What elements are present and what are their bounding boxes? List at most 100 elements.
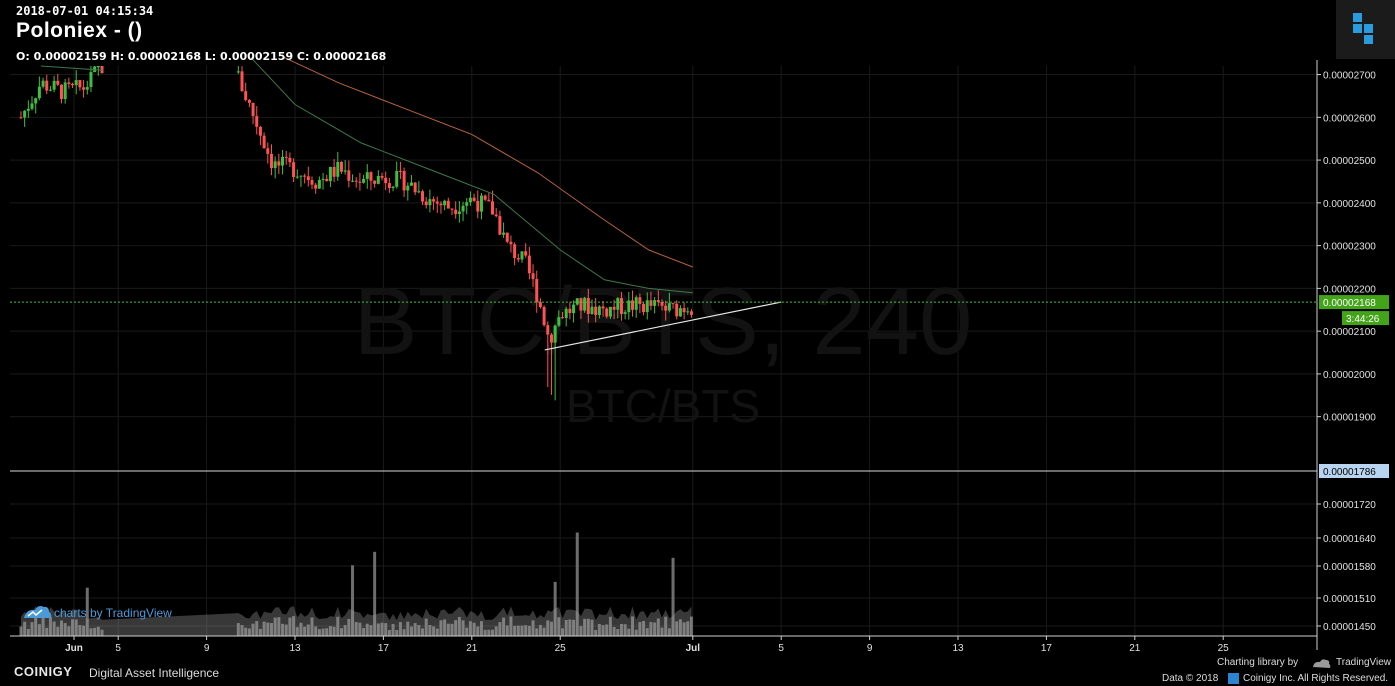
candle-body xyxy=(472,197,476,201)
volume-bar xyxy=(502,617,506,636)
time-tick-label: 21 xyxy=(1129,643,1141,654)
trendline[interactable] xyxy=(544,301,782,351)
coinigy-footer-icon xyxy=(1228,673,1239,684)
volume-bar xyxy=(26,628,30,636)
candle-body xyxy=(546,325,550,335)
volume-bar xyxy=(369,625,373,636)
tradingview-watermark[interactable]: charts by TradingView xyxy=(54,606,172,620)
volume-bar xyxy=(549,621,553,636)
volume-bar xyxy=(428,624,432,636)
candle-body xyxy=(627,300,631,313)
volume-bar xyxy=(645,628,649,636)
volume-bar xyxy=(85,587,89,636)
time-tick-label: 21 xyxy=(466,643,478,654)
candle-body xyxy=(660,301,664,306)
candle-body xyxy=(656,300,660,302)
volume-bar xyxy=(686,621,690,636)
candle-body xyxy=(63,82,67,99)
candle-body xyxy=(553,325,557,343)
time-axis-labels[interactable]: Jun 5 9 13 17 21 25 Jul 5 9 13 17 21 25 xyxy=(65,636,1229,654)
volume-bar xyxy=(255,621,259,636)
volume-bar xyxy=(391,623,395,636)
volume-bar xyxy=(564,620,568,636)
candle-body xyxy=(34,98,38,104)
volume-bar xyxy=(71,619,75,636)
data-copyright-label: Data © 2018 xyxy=(1162,673,1219,684)
last-price-badge xyxy=(1319,295,1389,310)
candle-body xyxy=(395,170,399,187)
crosshair-price-label: 0.00001786 xyxy=(1323,467,1376,478)
symbol-watermark: BTC/BTS, 240 xyxy=(354,268,973,375)
volume-bar xyxy=(67,626,71,636)
candle-body xyxy=(524,251,528,256)
time-tick-label: 13 xyxy=(289,643,301,654)
volume-bar xyxy=(78,624,82,636)
candle-body xyxy=(505,232,509,242)
slow-moving-average-line xyxy=(283,56,693,268)
candle-body xyxy=(413,182,417,193)
volume-bar xyxy=(325,628,329,636)
volume-bar xyxy=(365,623,369,636)
time-tick-label: 25 xyxy=(1218,643,1230,654)
volume-bar xyxy=(664,616,668,636)
crosshair-price-badge xyxy=(1319,464,1389,478)
volume-bar xyxy=(476,626,480,636)
candle-body xyxy=(619,298,623,314)
candle-body xyxy=(96,66,100,68)
volume-bar xyxy=(631,616,635,636)
price-tick-label: 0.00002700 xyxy=(1323,71,1376,82)
candle-body xyxy=(82,87,86,90)
candle-body xyxy=(303,175,307,177)
candle-body xyxy=(339,162,343,172)
volume-bar xyxy=(579,626,583,636)
volume-bar xyxy=(524,625,528,636)
price-tick-label: 0.00002100 xyxy=(1323,327,1376,338)
candle-body xyxy=(258,126,262,136)
price-tick-label: 0.00002300 xyxy=(1323,242,1376,253)
volume-bar xyxy=(612,626,616,636)
coinigy-brand[interactable]: COINIGY xyxy=(14,664,73,679)
candle-body xyxy=(67,82,71,85)
volume-bar xyxy=(491,629,495,636)
volume-bar xyxy=(435,628,439,636)
candle-body xyxy=(365,172,369,179)
candle-body xyxy=(568,308,572,314)
price-axis-labels[interactable]: 0.00002700 0.00002600 0.00002500 0.00002400… xyxy=(1317,71,1376,424)
volume-bar xyxy=(605,624,609,636)
volume-bar xyxy=(332,626,336,636)
volume-bar xyxy=(387,629,391,636)
volume-bar xyxy=(608,616,612,636)
volume-bar xyxy=(513,625,517,636)
axes xyxy=(10,60,1318,650)
volume-bar xyxy=(542,627,546,636)
volume-bar xyxy=(354,622,358,636)
tradingview-link[interactable]: TradingView xyxy=(1336,657,1392,668)
candle-body xyxy=(317,179,321,189)
candle-body xyxy=(653,300,657,306)
volume-bar xyxy=(516,625,520,636)
volume-bar xyxy=(358,622,362,636)
volume-bar xyxy=(339,628,343,636)
candle-body xyxy=(37,86,41,99)
candle-body xyxy=(612,306,616,310)
candle-body xyxy=(461,205,465,212)
ohlc-readout: O: 0.00002159 H: 0.00002168 L: 0.0000215… xyxy=(16,50,387,63)
volume-bar xyxy=(310,617,314,636)
volume-bar xyxy=(443,619,447,636)
candle-body xyxy=(443,200,447,206)
candle-body xyxy=(89,72,93,88)
candle-body xyxy=(516,258,520,260)
tradingview-footer-icon xyxy=(1313,659,1331,668)
coinigy-logo[interactable] xyxy=(1336,0,1395,59)
volume-bar xyxy=(538,624,542,636)
volume-bar xyxy=(303,626,307,636)
volume-bar xyxy=(63,623,67,636)
candle-body xyxy=(284,156,288,158)
candle-body xyxy=(671,303,675,305)
candle-body xyxy=(424,201,428,206)
volume-bar xyxy=(667,628,671,636)
volume-bar xyxy=(258,628,262,636)
candle-body xyxy=(572,304,576,314)
time-tick-label: 17 xyxy=(378,643,390,654)
